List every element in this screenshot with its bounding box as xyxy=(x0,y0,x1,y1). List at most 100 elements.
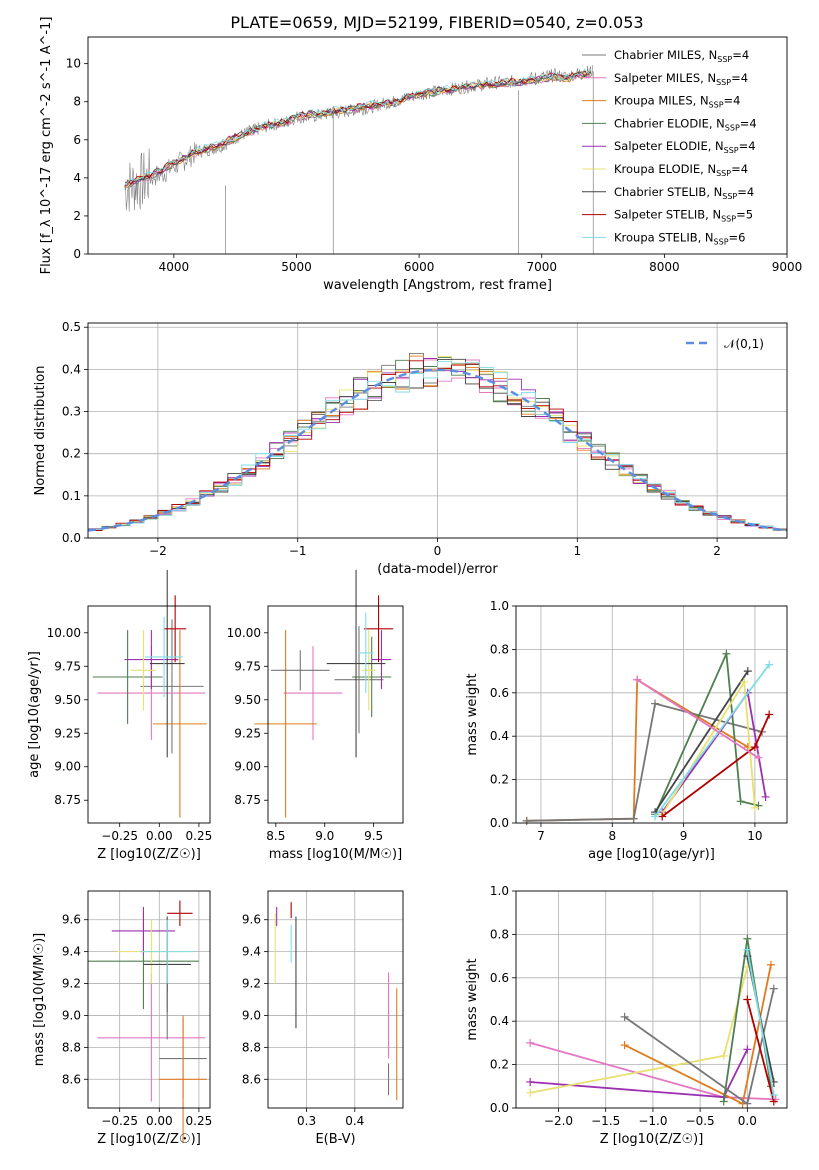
spectrum-marks xyxy=(124,64,594,254)
x-tick-label: −1.5 xyxy=(591,1114,620,1128)
y-tick-label: 0.2 xyxy=(62,447,81,461)
x-tick-label: 2 xyxy=(713,544,721,558)
age_vs_mass-panel: 8.5 9.0 9.5 8.75 9.00 9.25 9.50 9.75 10.00 mass [… xyxy=(227,569,404,862)
legend-nssp: =4 xyxy=(731,162,748,176)
model-spectrum-line xyxy=(124,70,591,187)
weight-line xyxy=(654,650,759,815)
x-tick-label: 0.00 xyxy=(146,1114,173,1128)
y-tick-label: 9.2 xyxy=(62,977,81,991)
age_vs_Z-marks xyxy=(92,569,207,818)
y-tick-label: 10.00 xyxy=(47,626,81,640)
y-tick-label: 0.3 xyxy=(62,405,81,419)
x-axis-label: Z [log10(Z/Z☉)] xyxy=(97,1132,201,1147)
legend-label: Chabrier ELODIE, NSSP=4 xyxy=(614,116,757,132)
weight-marker xyxy=(750,743,759,752)
y-tick-label: 0.8 xyxy=(490,642,509,656)
x-tick-label: −1.0 xyxy=(638,1114,667,1128)
weight-marker xyxy=(522,816,531,825)
y-tick-label: 8.8 xyxy=(242,1040,261,1054)
weight-marker xyxy=(651,699,660,708)
y-tick-label: 8.75 xyxy=(54,793,81,807)
y-tick-label: 0.4 xyxy=(490,1014,509,1028)
weight-marker xyxy=(526,1077,535,1086)
y-tick-label: 1.0 xyxy=(490,884,509,898)
legend-nssp: =4 xyxy=(739,139,756,153)
y-tick-label: 9.6 xyxy=(62,913,81,927)
y-tick-label: 0.1 xyxy=(62,489,81,503)
axes-frame xyxy=(267,605,404,824)
y-tick-label: 9.50 xyxy=(54,693,81,707)
weight_vs_Z-panel: −2.0 −1.5 −1.0 −0.5 0.0 0.0 0.2 0.4 0.6 0.8 1.0 Z [… xyxy=(465,884,788,1147)
y-tick-label: 0.8 xyxy=(490,927,509,941)
mass_vs_EBV-panel: 0.3 0.4 8.6 8.8 9.0 9.2 9.4 9.6 E(B-V) xyxy=(242,890,404,1147)
y-tick-label: 0.2 xyxy=(490,773,509,787)
x-tick-label: −2.0 xyxy=(544,1114,573,1128)
weight-marker xyxy=(743,945,752,954)
x-tick-label: 9.5 xyxy=(364,829,383,843)
x-tick-label: 10 xyxy=(747,829,762,843)
axes-frame xyxy=(87,36,788,255)
mass_vs_Z-panel: −0.25 0.00 0.25 8.6 8.8 9.0 9.2 9.4 9.6 Z [log10(… xyxy=(32,890,213,1147)
y-tick-label: 0 xyxy=(73,247,81,261)
weight-marker xyxy=(722,649,731,658)
y-tick-label: 6 xyxy=(73,133,81,147)
legend-label: Salpeter MILES, NSSP=4 xyxy=(614,71,748,87)
y-tick-label: 0.5 xyxy=(62,320,81,334)
legend-label: Salpeter ELODIE, NSSP=4 xyxy=(614,139,756,155)
legend-label: Kroupa ELODIE, NSSP=4 xyxy=(614,162,748,178)
y-tick-label: 9.75 xyxy=(54,659,81,673)
y-tick-label: 1.0 xyxy=(490,599,509,613)
legend-subscript: SSP xyxy=(721,215,736,224)
data-spectrum-line xyxy=(124,64,594,212)
y-tick-label: 8.75 xyxy=(234,793,261,807)
weight-marker xyxy=(765,660,774,669)
plot-layer: 4000 5000 6000 7000 8000 90000246810wavelengt… xyxy=(27,17,802,1147)
weight-line xyxy=(526,702,763,822)
y-tick-label: 0.6 xyxy=(490,971,509,985)
x-tick-label: 1 xyxy=(573,544,581,558)
weight-marker xyxy=(719,1097,728,1106)
model-spectrum-line xyxy=(124,71,592,188)
y-tick-label: 9.2 xyxy=(242,977,261,991)
weight-marker xyxy=(743,934,752,943)
x-tick-label: 0.00 xyxy=(146,829,173,843)
weight-marker xyxy=(633,675,642,684)
y-tick-label: 8 xyxy=(73,95,81,109)
weight-line xyxy=(636,679,759,759)
model-spectrum-line xyxy=(124,71,591,184)
legend-nssp: =4 xyxy=(732,48,749,62)
weight-line xyxy=(746,949,775,1096)
weight-line xyxy=(624,988,775,1106)
axes-frame xyxy=(87,605,211,824)
y-tick-label: 0.4 xyxy=(62,362,81,376)
y-tick-label: 9.0 xyxy=(62,1008,81,1022)
x-tick-label: 5000 xyxy=(281,260,312,274)
legend-label: Kroupa MILES, NSSP=4 xyxy=(614,94,740,110)
y-tick-label: 9.50 xyxy=(234,693,261,707)
y-tick-label: 9.25 xyxy=(234,726,261,740)
y-tick-label: 0.4 xyxy=(490,729,509,743)
y-tick-label: 10.00 xyxy=(227,626,261,640)
y-axis-label: Normed distribution xyxy=(33,366,48,496)
x-axis-label: Z [log10(Z/Z☉)] xyxy=(600,1132,704,1147)
x-tick-label: 0.4 xyxy=(345,1114,364,1128)
axes-frame xyxy=(267,890,404,1109)
legend-subscript: SSP xyxy=(725,123,740,132)
y-tick-label: 9.75 xyxy=(234,659,261,673)
weight-line xyxy=(654,664,770,818)
weight_vs_age-marks xyxy=(522,649,774,825)
weight-marker xyxy=(629,814,638,823)
x-tick-label: 0.25 xyxy=(186,1114,213,1128)
weight-marker xyxy=(754,753,763,762)
legend-subscript: SSP xyxy=(717,55,732,64)
legend-label: 𝒩(0,1) xyxy=(724,337,764,351)
legend-label: Salpeter STELIB, NSSP=5 xyxy=(614,208,753,224)
x-tick-label: 9 xyxy=(680,829,688,843)
x-tick-label: −0.25 xyxy=(101,1114,138,1128)
model-spectrum-line xyxy=(124,72,592,189)
x-tick-label: 8.5 xyxy=(266,829,285,843)
weight-marker xyxy=(651,812,660,821)
x-axis-label: E(B-V) xyxy=(315,1132,355,1147)
weight_vs_age-panel: 7 8 9 10 0.0 0.2 0.4 0.6 0.8 1.0 age [log10(age/yr… xyxy=(465,599,788,862)
